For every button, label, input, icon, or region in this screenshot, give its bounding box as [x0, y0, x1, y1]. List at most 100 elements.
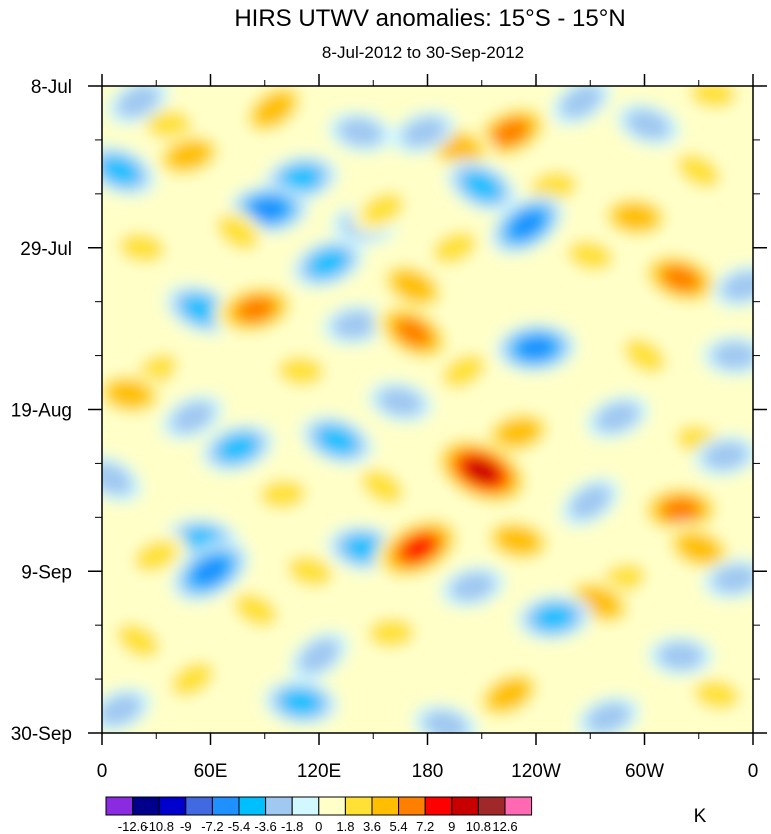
anomaly-contour — [533, 604, 575, 631]
anomaly-contour — [102, 156, 140, 185]
anomaly-contour — [146, 110, 192, 139]
chart-subtitle: 8-Jul-2012 to 30-Sep-2012 — [322, 43, 524, 62]
colorbar-swatch — [291, 796, 320, 816]
anomaly-contour — [337, 117, 384, 147]
anomaly-center — [377, 259, 449, 313]
colorbar-swatch — [504, 796, 533, 816]
anomaly-contour — [679, 534, 719, 562]
anomaly-contour — [317, 426, 357, 454]
anomaly-center — [701, 558, 753, 600]
anomaly-contour — [250, 197, 287, 221]
colorbar-label: -5.4 — [228, 819, 250, 834]
colorbar: -12.6-10.8 -9 -7.2 -5.4 -3.6 -1.8 0 1.8 3.6 5.4 7.… — [105, 796, 533, 834]
x-tick-label: 60E — [194, 761, 228, 782]
anomaly-center — [107, 86, 170, 126]
anomaly-contour — [237, 297, 275, 322]
anomaly-center — [647, 635, 715, 677]
anomaly-contour — [657, 641, 704, 671]
anomaly-contour — [517, 336, 555, 360]
y-tick-label: 30-Sep — [11, 724, 72, 745]
anomaly-center — [300, 415, 374, 466]
anomaly-center — [277, 549, 343, 593]
anomaly-contour — [442, 354, 485, 388]
anomaly-center — [108, 226, 175, 269]
anomaly-center — [213, 282, 298, 337]
anomaly-contour — [393, 272, 433, 301]
anomaly-contour — [569, 484, 611, 520]
anomaly-center — [701, 335, 753, 376]
anomaly-center — [557, 234, 624, 277]
anomaly-contour — [119, 233, 165, 263]
anomaly-center — [516, 594, 592, 641]
anomaly-contour — [217, 434, 258, 462]
anomaly-center — [639, 250, 723, 307]
anomaly-center — [423, 224, 487, 271]
anomaly-center — [207, 207, 268, 258]
anomaly-contour — [168, 142, 209, 169]
anomaly-center — [102, 370, 167, 418]
anomaly-contour — [450, 571, 496, 602]
anomaly-center — [102, 687, 152, 733]
colorbar-swatch — [451, 796, 479, 816]
anomaly-center — [391, 110, 457, 155]
anomaly-contour — [531, 171, 577, 201]
anomaly-contour — [586, 702, 631, 733]
anomaly-contour — [109, 381, 150, 407]
anomaly-center — [102, 145, 157, 197]
anomaly-center — [322, 304, 389, 346]
anomaly-center — [615, 102, 681, 147]
anomaly-field — [102, 86, 753, 733]
anomaly-contour — [567, 240, 613, 271]
colorbar-label: 1.8 — [336, 819, 354, 834]
anomaly-contour — [298, 638, 340, 674]
anomaly-contour — [662, 266, 699, 291]
anomaly-contour — [395, 318, 431, 347]
anomaly-contour — [694, 680, 740, 709]
colorbar-swatch — [371, 796, 400, 816]
anomaly-contour — [497, 419, 538, 446]
anomaly-center — [374, 515, 463, 582]
anomaly-contour — [332, 310, 378, 340]
anomaly-contour — [117, 623, 160, 658]
anomaly-contour — [462, 171, 501, 201]
colorbar-label: -1.8 — [281, 819, 303, 834]
anomaly-contour — [193, 557, 228, 585]
colorbar-swatch — [424, 796, 453, 816]
anomaly-contour — [361, 469, 404, 504]
anomaly-center — [550, 86, 612, 126]
anomaly-contour — [182, 295, 221, 324]
anomaly-center — [439, 565, 506, 609]
anomaly-contour — [287, 556, 333, 587]
colorbar-label: 10.8 — [466, 819, 491, 834]
anomaly-center — [351, 185, 414, 234]
anomaly-center — [289, 630, 349, 682]
colorbar-swatch — [238, 796, 267, 816]
x-tick-label: 120W — [511, 761, 561, 782]
anomaly-center — [662, 523, 736, 574]
anomaly-contour — [368, 618, 415, 647]
anomaly-center — [263, 678, 339, 726]
anomaly-contour — [560, 86, 603, 119]
anomaly-center — [470, 103, 552, 162]
anomaly-center — [473, 667, 545, 722]
anomaly-contour — [492, 119, 529, 146]
anomaly-contour — [278, 356, 324, 386]
anomaly-center — [239, 86, 308, 138]
anomaly-contour — [438, 134, 479, 161]
anomaly-contour — [721, 271, 753, 302]
anomaly-center — [597, 193, 674, 241]
anomaly-center — [683, 673, 750, 716]
anomaly-center — [224, 586, 287, 634]
anomaly-contour — [432, 231, 477, 264]
anomaly-contour — [401, 116, 446, 148]
anomaly-center — [107, 616, 169, 666]
y-tick-label: 8-Jul — [31, 77, 72, 98]
x-tick-label: 0 — [748, 761, 759, 782]
anomaly-center — [357, 612, 425, 654]
anomaly-center — [432, 346, 495, 396]
anomaly-center — [161, 654, 223, 704]
colorbar-swatch — [265, 796, 293, 816]
chart-title: HIRS UTWV anomalies: 15°S - 15°N — [234, 5, 625, 32]
anomaly-contour — [712, 341, 753, 370]
colorbar-label: -12.6 — [118, 819, 148, 834]
